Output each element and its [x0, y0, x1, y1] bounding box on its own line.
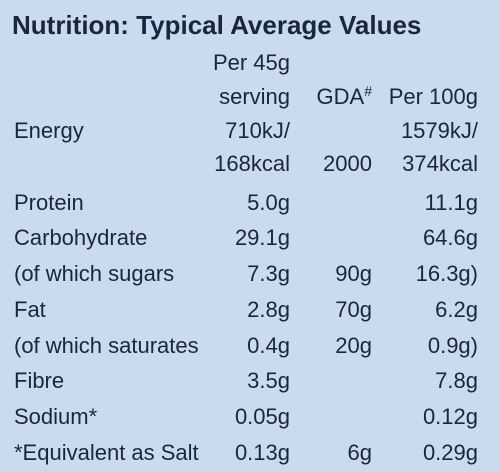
cell-value: 7.3g [247, 261, 290, 286]
cell-value: 64.6g [423, 225, 478, 250]
cell-value: 0.4g [247, 333, 290, 358]
row-label: Protein [14, 190, 84, 215]
cell-value: 6g [348, 440, 372, 465]
cell-value: 0.13g [235, 440, 290, 465]
column-header: GDA# [317, 83, 373, 109]
row-label: Carbohydrate [14, 225, 147, 250]
cell-value: 2.8g [247, 297, 290, 322]
cell-value: 11.1g [425, 190, 478, 215]
cell-value: 168kcal [214, 151, 290, 176]
column-header: Per 45g [213, 50, 290, 75]
cell-value: 3.5g [247, 368, 290, 393]
cell-value: 374kcal [402, 151, 478, 176]
cell-value: 6.2g [435, 297, 478, 322]
cell-value: 16.3g) [416, 261, 478, 286]
cell-value: 7.8g [435, 368, 478, 393]
cell-value: 0.05g [235, 404, 290, 429]
cell-value: 29.1g [235, 225, 290, 250]
gda-sup: # [364, 83, 372, 99]
column-header: serving [219, 84, 290, 109]
cell-value: 2000 [323, 151, 372, 176]
cell-value: 0.29g [423, 440, 478, 465]
cell-value: 20g [335, 333, 372, 358]
gda-label: GDA [317, 84, 365, 109]
cell-value: 1579kJ/ [401, 118, 479, 143]
column-header: Per 100g [389, 84, 478, 109]
cell-value: 0.12g [423, 404, 478, 429]
row-label: Fat [14, 297, 46, 322]
row-label: *Equivalent as Salt [14, 440, 199, 465]
row-label: Energy [14, 118, 84, 143]
row-label: (of which saturates [14, 333, 199, 358]
cell-value: 5.0g [247, 190, 290, 215]
row-label: (of which sugars [14, 261, 174, 286]
row-label: Sodium* [14, 404, 98, 429]
cell-value: 710kJ/ [225, 118, 291, 143]
cell-value: 0.9g) [428, 333, 478, 358]
cell-value: 70g [335, 297, 372, 322]
row-label: Fibre [14, 368, 64, 393]
title: Nutrition: Typical Average Values [12, 10, 421, 40]
cell-value: 90g [335, 261, 372, 286]
